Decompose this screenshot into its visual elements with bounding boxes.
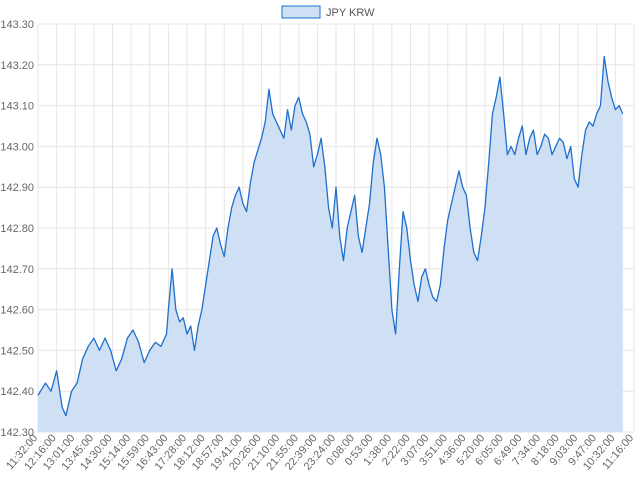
y-tick-label: 142.80	[0, 223, 34, 235]
y-tick-label: 142.50	[0, 345, 34, 357]
legend-swatch[interactable]	[281, 5, 321, 19]
legend-label[interactable]: JPY KRW	[326, 7, 375, 19]
y-tick-label: 143.10	[0, 101, 34, 113]
y-tick-label: 143.30	[0, 19, 34, 31]
x-axis: 11:32:0012:16:0013:01:0013:45:0014:30:00…	[4, 432, 636, 473]
y-tick-label: 143.00	[0, 141, 34, 153]
legend[interactable]: JPY KRW	[281, 5, 375, 19]
y-tick-label: 142.30	[0, 427, 34, 439]
series-area	[37, 55, 624, 432]
y-tick-label: 142.40	[0, 386, 34, 398]
y-tick-label: 142.70	[0, 264, 34, 276]
y-tick-label: 143.20	[0, 60, 34, 72]
series-area-fill	[38, 56, 623, 432]
series-line	[37, 55, 624, 417]
y-tick-label: 142.60	[0, 305, 34, 317]
y-axis: 143.30 143.20 143.10 143.00 142.90 142.80 142.…	[0, 19, 34, 439]
y-tick-label: 142.90	[0, 182, 34, 194]
